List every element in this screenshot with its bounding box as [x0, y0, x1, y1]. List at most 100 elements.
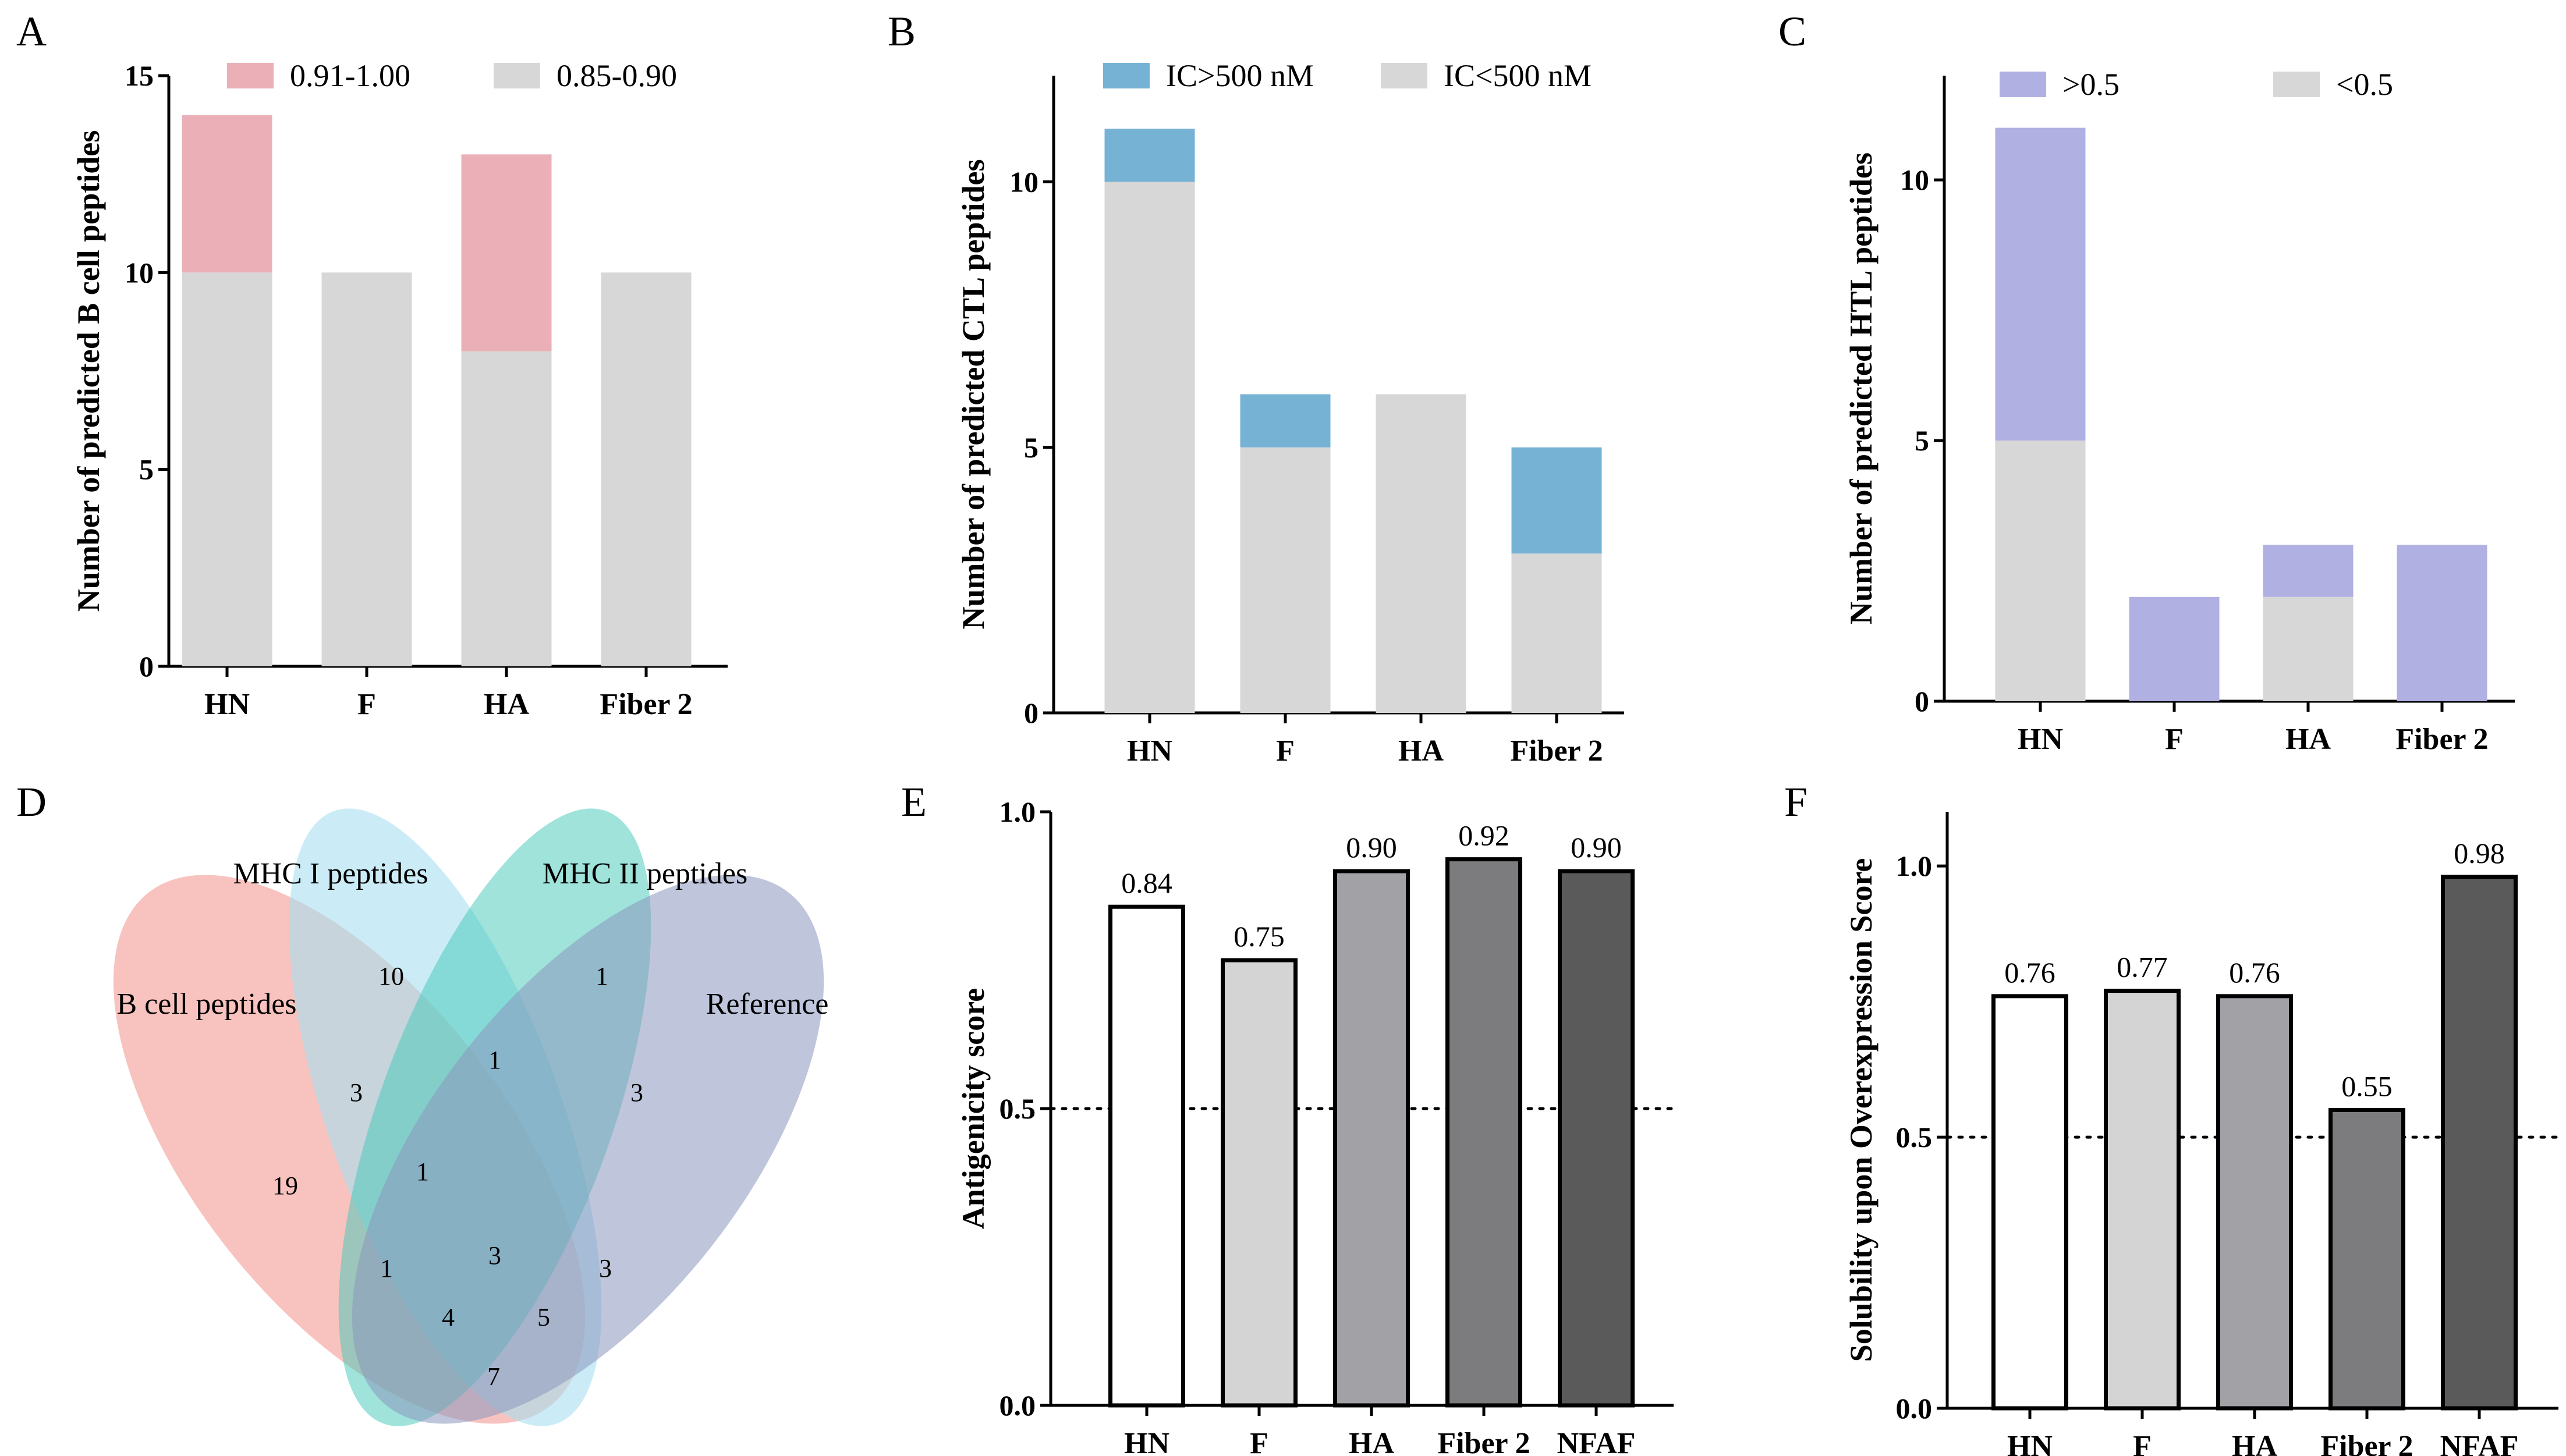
bar-segment: [1995, 441, 2086, 701]
bar-value-label: 0.90: [1346, 831, 1397, 864]
bar: [1558, 869, 1635, 1408]
panel-letter-c: C: [1778, 8, 1806, 55]
x-tick-label: HA: [484, 688, 529, 721]
y-tick-label: 0.5: [1000, 1092, 1036, 1125]
x-tick-label: F: [357, 688, 376, 721]
x-tick-label: F: [1250, 1427, 1268, 1456]
chart-panel-f: 0.0 0.5 1.0 HN F HA Fiber 2 NFAF Solubility upon…: [1844, 812, 2560, 1456]
y-tick-label: 10: [1900, 164, 1929, 196]
venn-count: 19: [272, 1171, 298, 1200]
bar: [1108, 904, 1185, 1408]
bar-value-label: 0.76: [2229, 956, 2280, 989]
bar: [2216, 994, 2293, 1411]
y-axis-label: Number of predicted B cell peptides: [71, 130, 106, 612]
bar-segment: [1240, 394, 1331, 448]
x-tick-label: Fiber 2: [1510, 734, 1603, 768]
y-tick-label: 5: [1024, 431, 1039, 464]
bar-segment: [1376, 394, 1466, 713]
bar: [1333, 869, 1410, 1408]
y-tick-label: 0.0: [1896, 1392, 1933, 1425]
y-tick-label: 1.0: [1000, 796, 1036, 828]
bar-segment: [461, 351, 552, 666]
x-tick-label: NFAF: [1557, 1427, 1636, 1456]
bar-segment: [182, 115, 272, 273]
bar-segment: [2263, 596, 2354, 701]
x-tick-label: HN: [1127, 734, 1172, 768]
y-axis-label: Number of predicted CTL peptides: [956, 159, 991, 629]
x-tick-label: HN: [204, 688, 250, 721]
chart-panel-e: 0.0 0.5 1.0 HN F HA Fiber 2 NFAF Antigenicity sc…: [956, 796, 1675, 1456]
x-tick-label: F: [1276, 734, 1295, 768]
bar: [1991, 994, 2068, 1411]
x-tick-label: NFAF: [2440, 1430, 2519, 1456]
venn-count: 4: [442, 1303, 455, 1331]
bar: [1445, 857, 1522, 1408]
venn-count: 3: [350, 1078, 363, 1107]
bar-segment: [1104, 129, 1195, 182]
chart-panel-a: 0 5 10 15 HN F HA Fiber 2 Number of predicted B …: [71, 58, 728, 721]
venn-diagram: B cell peptides MHC I peptides MHC II pe…: [113, 808, 828, 1426]
bar-value-label: 0.98: [2454, 837, 2505, 869]
bar-value-label: 0.77: [2117, 951, 2168, 983]
bar-value-label: 0.76: [2004, 956, 2055, 989]
bar-segment: [1995, 127, 2086, 441]
bar-value-label: 0.90: [1571, 831, 1622, 864]
venn-ellipse-reference: [352, 875, 824, 1424]
bar-segment: [1511, 553, 1602, 713]
x-tick-label: Fiber 2: [600, 688, 692, 721]
legend-swatch: [2000, 72, 2046, 97]
bar-value-label: 0.55: [2341, 1070, 2393, 1103]
y-axis-label: Antigenicity score: [956, 988, 991, 1229]
y-axis-label: Solubility upon Overexpression Score: [1844, 858, 1879, 1362]
bar-segment: [321, 272, 412, 666]
venn-label-mhc2: MHC II peptides: [543, 857, 747, 890]
bar: [2104, 989, 2181, 1411]
chart-panel-b: 0 5 10 HN F HA Fiber 2 Number of predicted CTL …: [956, 58, 1624, 768]
x-tick-label: HA: [1349, 1427, 1394, 1456]
y-tick-label: 10: [125, 256, 154, 289]
legend-label: >0.5: [2062, 67, 2120, 102]
venn-count: 1: [596, 962, 608, 990]
legend-label: 0.85-0.90: [557, 58, 677, 93]
y-tick-label: 5: [139, 453, 154, 486]
legend-swatch: [1381, 63, 1427, 88]
venn-label-b-cell: B cell peptides: [116, 988, 296, 1021]
venn-count: 3: [630, 1078, 643, 1107]
venn-count: 7: [487, 1362, 500, 1391]
legend-swatch: [227, 63, 274, 88]
x-tick-label: HA: [1398, 734, 1444, 768]
y-tick-label: 0.5: [1896, 1121, 1933, 1153]
legend-swatch: [1103, 63, 1150, 88]
bar-segment: [1104, 182, 1195, 713]
legend-label: <0.5: [2336, 67, 2393, 102]
x-tick-label: Fiber 2: [2320, 1430, 2413, 1456]
bar-segment: [2397, 545, 2487, 701]
y-tick-label: 1.0: [1896, 850, 1933, 882]
panel-letter-f: F: [1784, 779, 1807, 825]
x-tick-label: Fiber 2: [1437, 1427, 1530, 1456]
bar-value-label: 0.84: [1121, 867, 1172, 899]
venn-count: 1: [488, 1046, 501, 1074]
bar-value-label: 0.92: [1458, 819, 1509, 852]
bar-segment: [461, 154, 552, 351]
x-tick-label: F: [2165, 723, 2184, 756]
venn-count: 10: [378, 962, 404, 990]
legend-swatch: [494, 63, 540, 88]
y-axis-label: Number of predicted HTL peptides: [1844, 152, 1879, 624]
y-tick-label: 5: [1915, 424, 1929, 457]
x-tick-label: HN: [2007, 1430, 2053, 1456]
bar-segment: [1511, 447, 1602, 554]
bar-segment: [2129, 596, 2220, 701]
y-tick-label: 0: [1915, 685, 1929, 718]
panel-letter-a: A: [16, 8, 47, 55]
bar-segment: [182, 272, 272, 666]
bar-segment: [601, 272, 692, 666]
bar-segment: [2263, 545, 2354, 597]
legend-label: IC>500 nM: [1166, 58, 1314, 93]
x-tick-label: HA: [2285, 723, 2331, 756]
bar-value-label: 0.75: [1234, 920, 1285, 953]
bar-segment: [1240, 447, 1331, 713]
bar: [2441, 875, 2518, 1411]
venn-count: 5: [537, 1303, 550, 1331]
